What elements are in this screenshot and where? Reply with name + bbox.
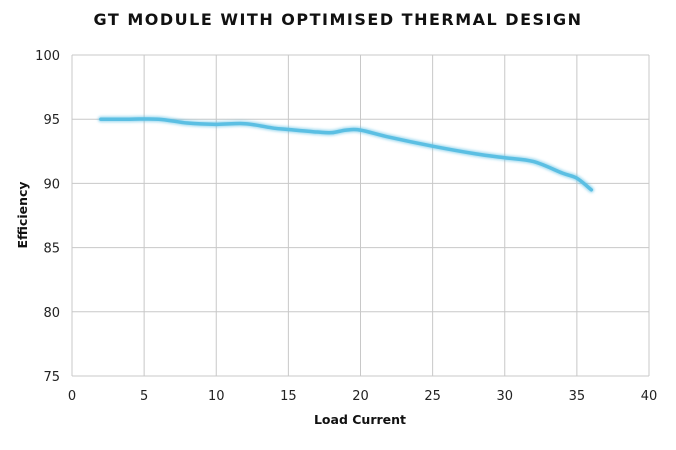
x-tick-label: 5 <box>140 389 148 404</box>
y-tick-label: 95 <box>43 113 60 128</box>
y-tick-label: 80 <box>43 306 60 321</box>
x-tick-label: 0 <box>68 389 76 404</box>
x-tick-label: 20 <box>352 389 369 404</box>
x-tick-label: 25 <box>424 389 441 404</box>
x-tick-label: 40 <box>641 389 658 404</box>
y-tick-label: 90 <box>43 177 60 192</box>
grid <box>71 54 650 377</box>
y-tick-label: 85 <box>43 242 60 257</box>
series-lines <box>97 115 595 193</box>
chart-title: GT MODULE WITH OPTIMISED THERMAL DESIGN <box>93 10 583 29</box>
x-tick-label: 30 <box>496 389 513 404</box>
series-line <box>99 117 594 192</box>
x-tick-label: 10 <box>208 389 225 404</box>
y-axis-label: Efficiency <box>15 181 30 248</box>
x-axis-label: Load Current <box>314 412 406 427</box>
x-tick-label: 35 <box>569 389 586 404</box>
y-tick-label: 100 <box>35 49 60 64</box>
x-tick-label: 15 <box>280 389 297 404</box>
y-tick-label: 75 <box>43 370 60 385</box>
tick-labels: 0 5 10 15 20 25 30 35 40 75 80 85 90 95 100 <box>35 49 657 404</box>
